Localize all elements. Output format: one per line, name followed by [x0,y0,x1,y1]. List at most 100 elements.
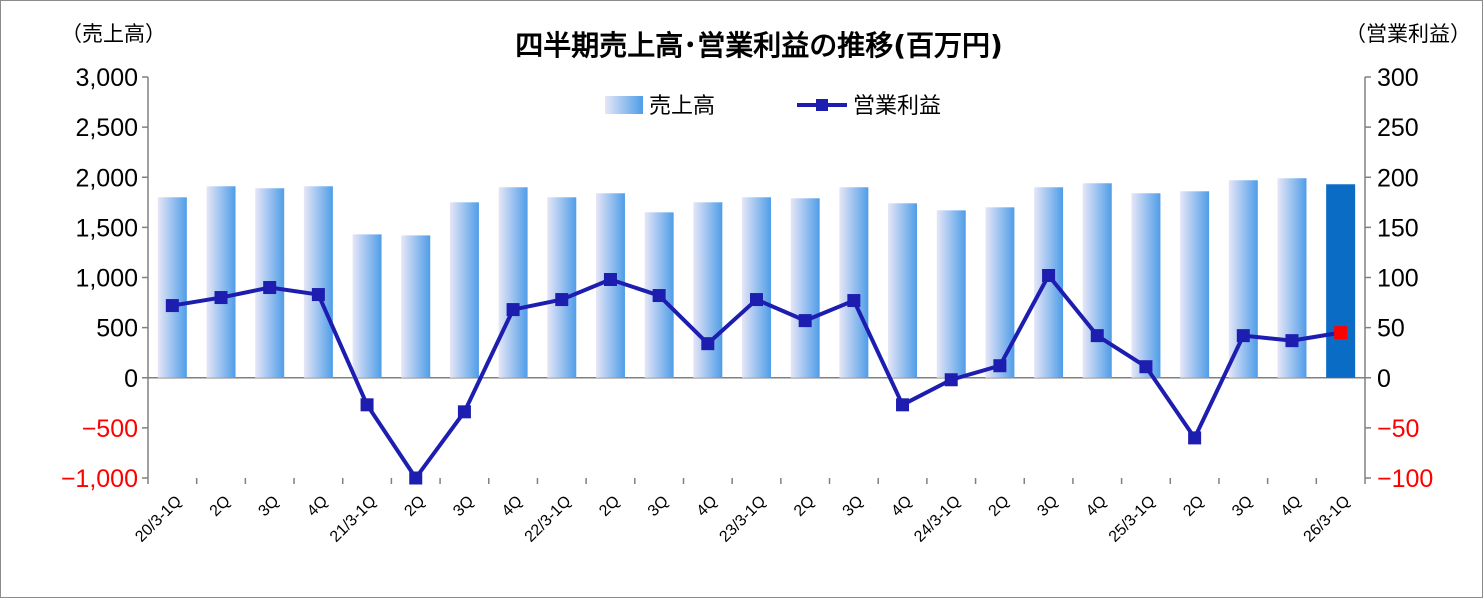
right-tick-label: 150 [1377,214,1419,242]
right-axis-unit-label: （営業利益） [1345,22,1471,46]
sales-bar [1082,183,1112,378]
left-tick-label: 2,000 [75,164,138,192]
profit-marker [847,294,861,308]
left-tick-label: −500 [82,415,138,443]
sales-bar [1131,193,1161,378]
profit-marker [263,281,277,295]
profit-marker [1042,268,1056,282]
right-tick-label: 300 [1377,64,1419,92]
profit-marker [652,289,666,303]
profit-marker [214,291,228,305]
sales-bar [206,186,236,378]
x-tick-label: 26/3-1Q [1301,493,1354,546]
x-tick-label: 4Q [1083,493,1110,520]
x-tick-label: 23/3-1Q [716,493,769,546]
sales-bar [888,203,918,378]
sales-bar [1277,178,1307,378]
x-tick-label: 25/3-1Q [1106,493,1159,546]
left-tick-label: 2,500 [75,114,138,142]
profit-marker [1285,334,1299,348]
profit-marker [1236,329,1250,343]
right-tick-label: −100 [1377,465,1433,493]
profit-marker [798,314,812,328]
right-tick-label: 50 [1377,315,1405,343]
profit-marker [360,398,374,412]
x-tick-label: 24/3-1Q [911,493,964,546]
right-tick-label: 250 [1377,114,1419,142]
sales-bar [1326,184,1356,378]
sales-bar [693,202,723,378]
x-tick-label: 3Q [255,493,282,520]
profit-marker [1334,326,1348,340]
sales-bar [352,234,382,378]
plot-area: 3,000 300 2,500 250 2,000 200 1,500 150 1,000 100… [61,64,1433,546]
left-tick-label: 500 [96,315,138,343]
sales-bar [839,187,869,378]
x-tick-label: 3Q [450,493,477,520]
sales-bar [449,202,479,378]
x-tick-label: 2Q [401,493,428,520]
profit-marker [457,405,471,419]
profit-marker [896,398,910,412]
x-tick-label: 2Q [791,493,818,520]
profit-marker [555,293,569,307]
x-tick-label: 2Q [1180,493,1207,520]
profit-marker [1090,329,1104,343]
profit-marker [506,303,520,317]
sales-bar [985,207,1015,378]
legend-swatch-profit-marker [816,99,828,111]
profit-marker [750,293,763,307]
sales-bar [401,235,431,378]
profit-marker [409,471,423,485]
legend-swatch-sales [605,96,643,114]
sales-bar [1228,180,1258,378]
profit-marker [701,337,715,351]
profit-marker [1188,431,1202,445]
x-tick-label: 3Q [1034,493,1061,520]
left-tick-label: 1,500 [75,214,138,242]
profit-marker [993,359,1007,373]
x-tick-label: 4Q [694,493,721,520]
legend: 売上高 営業利益 [605,94,941,119]
x-tick-label: 4Q [888,493,915,520]
x-tick-label: 3Q [1229,493,1256,520]
right-tick-label: 200 [1377,164,1419,192]
sales-bar [742,197,771,378]
x-tick-label: 4Q [499,493,526,520]
sales-bar [303,186,333,378]
x-tick-label: 2Q [986,493,1013,520]
left-axis-unit-label: （売上高） [61,22,166,46]
x-tick-label: 2Q [596,493,623,520]
x-tick-label: 21/3-1Q [327,493,380,546]
x-tick-label: 4Q [1278,493,1305,520]
x-tick-label: 22/3-1Q [522,493,575,546]
sales-bar [498,187,528,378]
right-tick-label: 0 [1377,365,1391,393]
profit-marker [944,373,958,387]
x-tick-label: 3Q [645,493,672,520]
legend-label-sales: 売上高 [649,94,715,119]
right-tick-label: 100 [1377,265,1419,293]
sales-bar [547,197,577,378]
x-tick-label: 20/3-1Q [132,493,185,546]
left-tick-label: 1,000 [75,265,138,293]
x-tick-label: 3Q [840,493,867,520]
sales-bar [936,210,966,378]
chart-title: 四半期売上高･営業利益の推移(百万円) [515,29,1003,62]
x-tick-label: 4Q [304,493,331,520]
legend-label-profit: 営業利益 [853,94,941,119]
profit-marker [311,288,325,302]
profit-marker [165,299,179,313]
left-tick-label: −1,000 [61,465,138,493]
x-tick-label: 2Q [207,493,234,520]
profit-marker [603,273,617,287]
left-tick-label: 0 [124,365,138,393]
sales-bar [1034,187,1064,378]
left-tick-label: 3,000 [75,64,138,92]
sales-bar [1180,191,1210,378]
sales-bar [157,197,187,378]
right-tick-label: −50 [1377,415,1419,443]
sales-bar [790,198,820,378]
profit-marker [1139,360,1153,374]
